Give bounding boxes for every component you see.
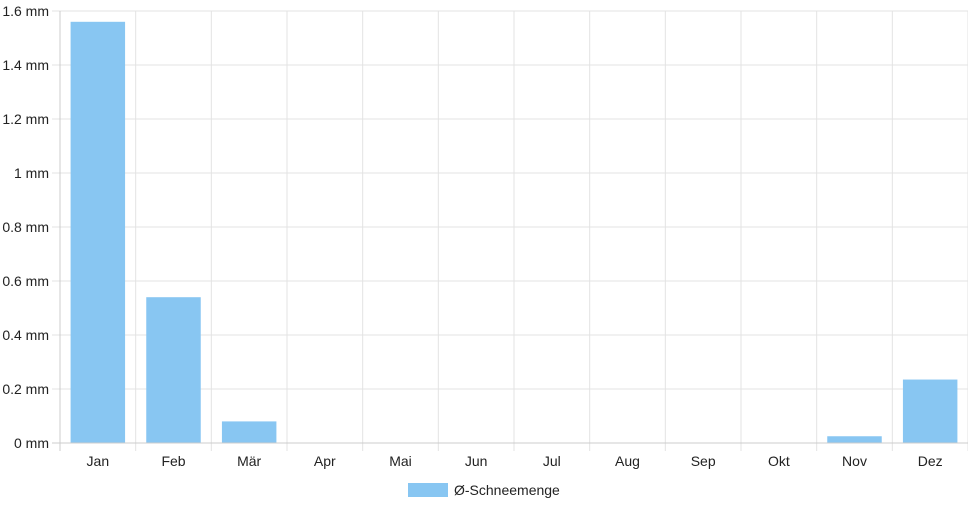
bar-Feb[interactable] [146,297,201,443]
x-tick-label: Jul [543,453,561,469]
bar-Jan[interactable] [70,21,126,444]
x-tick-label: Sep [691,453,716,469]
bars [70,21,958,444]
y-tick-label: 1.4 mm [2,57,49,73]
x-tick-label: Aug [615,453,640,469]
x-tick-label: Mai [389,453,412,469]
x-tick-label: Dez [918,453,943,469]
x-tick-label: Nov [842,453,867,469]
legend[interactable]: Ø-Schneemenge [408,482,560,498]
x-tick-label: Apr [314,453,336,469]
legend-swatch[interactable] [408,483,448,497]
x-tick-label: Jun [465,453,488,469]
y-tick-label: 0.4 mm [2,327,49,343]
y-tick-label: 1 mm [14,165,49,181]
x-tick-label: Okt [768,453,790,469]
grid [52,10,968,451]
y-tick-label: 0.6 mm [2,273,49,289]
x-tick-label: Jan [87,453,110,469]
y-tick-label: 0.2 mm [2,381,49,397]
y-tick-label: 0.8 mm [2,219,49,235]
y-tick-label: 0 mm [14,435,49,451]
bar-Dez[interactable] [902,379,958,443]
x-tick-label: Mär [237,453,261,469]
x-tick-label: Feb [161,453,185,469]
y-tick-label: 1.2 mm [2,111,49,127]
bar-Mär[interactable] [221,421,277,443]
x-tick-labels: Jan Feb Mär Apr Mai Jun Jul Aug Sep Okt Nov Dez [87,453,943,469]
legend-label[interactable]: Ø-Schneemenge [454,482,560,498]
bar-Nov[interactable] [827,436,882,443]
y-tick-label: 1.6 mm [2,3,49,19]
y-tick-labels: 0 mm 0.2 mm 0.4 mm 0.6 mm 0.8 mm 1 mm 1.2 mm 1.… [2,3,49,451]
